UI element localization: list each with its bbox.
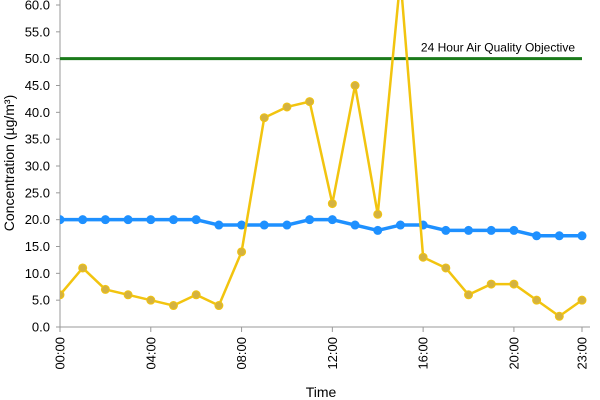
data-point	[464, 225, 474, 235]
y-tick-label: 50.0	[25, 51, 50, 66]
data-point	[486, 279, 496, 289]
data-point	[509, 225, 519, 235]
data-point	[237, 247, 247, 257]
data-point	[486, 225, 496, 235]
data-point	[146, 295, 156, 305]
data-point	[60, 290, 65, 300]
y-tick-label: 45.0	[25, 78, 50, 93]
data-point	[100, 215, 110, 225]
data-point	[350, 220, 360, 230]
data-point	[282, 220, 292, 230]
data-point	[373, 209, 383, 219]
x-axis: 00:00 04:00 08:00 12:00 16:00 20:00 23:00	[53, 326, 590, 370]
data-point	[100, 284, 110, 294]
data-point	[327, 215, 337, 225]
y-tick-label: 35.0	[25, 132, 50, 147]
data-point	[350, 81, 360, 90]
x-axis-title: Time	[306, 384, 337, 400]
data-point	[168, 301, 178, 311]
data-point	[60, 215, 65, 225]
data-point	[327, 199, 337, 209]
y-axis: 0.0 5.0 10.0 15.0 20.0 25.0 30.0 35.0 40.0 45.0 50…	[25, 0, 61, 335]
y-tick-label: 10.0	[25, 266, 50, 281]
x-tick-label: 00:00	[53, 337, 68, 370]
data-point	[78, 263, 88, 273]
series-2	[60, 0, 587, 321]
data-point	[123, 215, 133, 225]
data-point	[554, 231, 564, 241]
data-point	[259, 113, 269, 123]
data-point	[214, 220, 224, 230]
data-point	[577, 295, 587, 305]
data-point	[373, 225, 383, 235]
data-point	[146, 215, 156, 225]
data-point	[168, 215, 178, 225]
data-point	[259, 220, 269, 230]
data-point	[191, 290, 201, 300]
data-point	[532, 295, 542, 305]
data-point	[509, 279, 519, 289]
x-tick-label: 23:00	[575, 337, 590, 370]
reference-line-label: 24 Hour Air Quality Objective	[421, 41, 575, 55]
data-point	[441, 225, 451, 235]
data-point	[123, 290, 133, 300]
x-tick-label: 12:00	[325, 337, 340, 370]
data-point	[464, 290, 474, 300]
data-point	[305, 97, 315, 107]
x-tick-label: 08:00	[234, 337, 249, 370]
data-point	[305, 215, 315, 225]
data-point	[577, 231, 587, 241]
y-tick-label: 0.0	[32, 320, 50, 335]
y-tick-label: 25.0	[25, 185, 50, 200]
y-tick-label: 30.0	[25, 159, 50, 174]
y-tick-label: 5.0	[32, 293, 50, 308]
y-tick-label: 55.0	[25, 24, 50, 39]
data-point	[441, 263, 451, 273]
series-1	[60, 215, 587, 241]
series-group	[60, 0, 587, 321]
data-point	[554, 311, 564, 321]
x-tick-label: 16:00	[416, 337, 431, 370]
x-tick-label: 20:00	[506, 337, 521, 370]
data-point	[78, 215, 88, 225]
data-point	[532, 231, 542, 241]
y-tick-label: 20.0	[25, 212, 50, 227]
y-tick-label: 40.0	[25, 105, 50, 120]
data-point	[214, 301, 224, 311]
data-point	[395, 220, 405, 230]
series-line	[60, 217, 582, 238]
y-axis-title: Concentration (µg/m³)	[1, 95, 17, 231]
data-point	[191, 215, 201, 225]
data-point	[282, 102, 292, 112]
x-tick-label: 04:00	[143, 337, 158, 370]
y-tick-label: 60.0	[25, 0, 50, 13]
data-point	[418, 252, 428, 262]
y-tick-label: 15.0	[25, 239, 50, 254]
reference-line-group: 24 Hour Air Quality Objective	[60, 41, 582, 61]
